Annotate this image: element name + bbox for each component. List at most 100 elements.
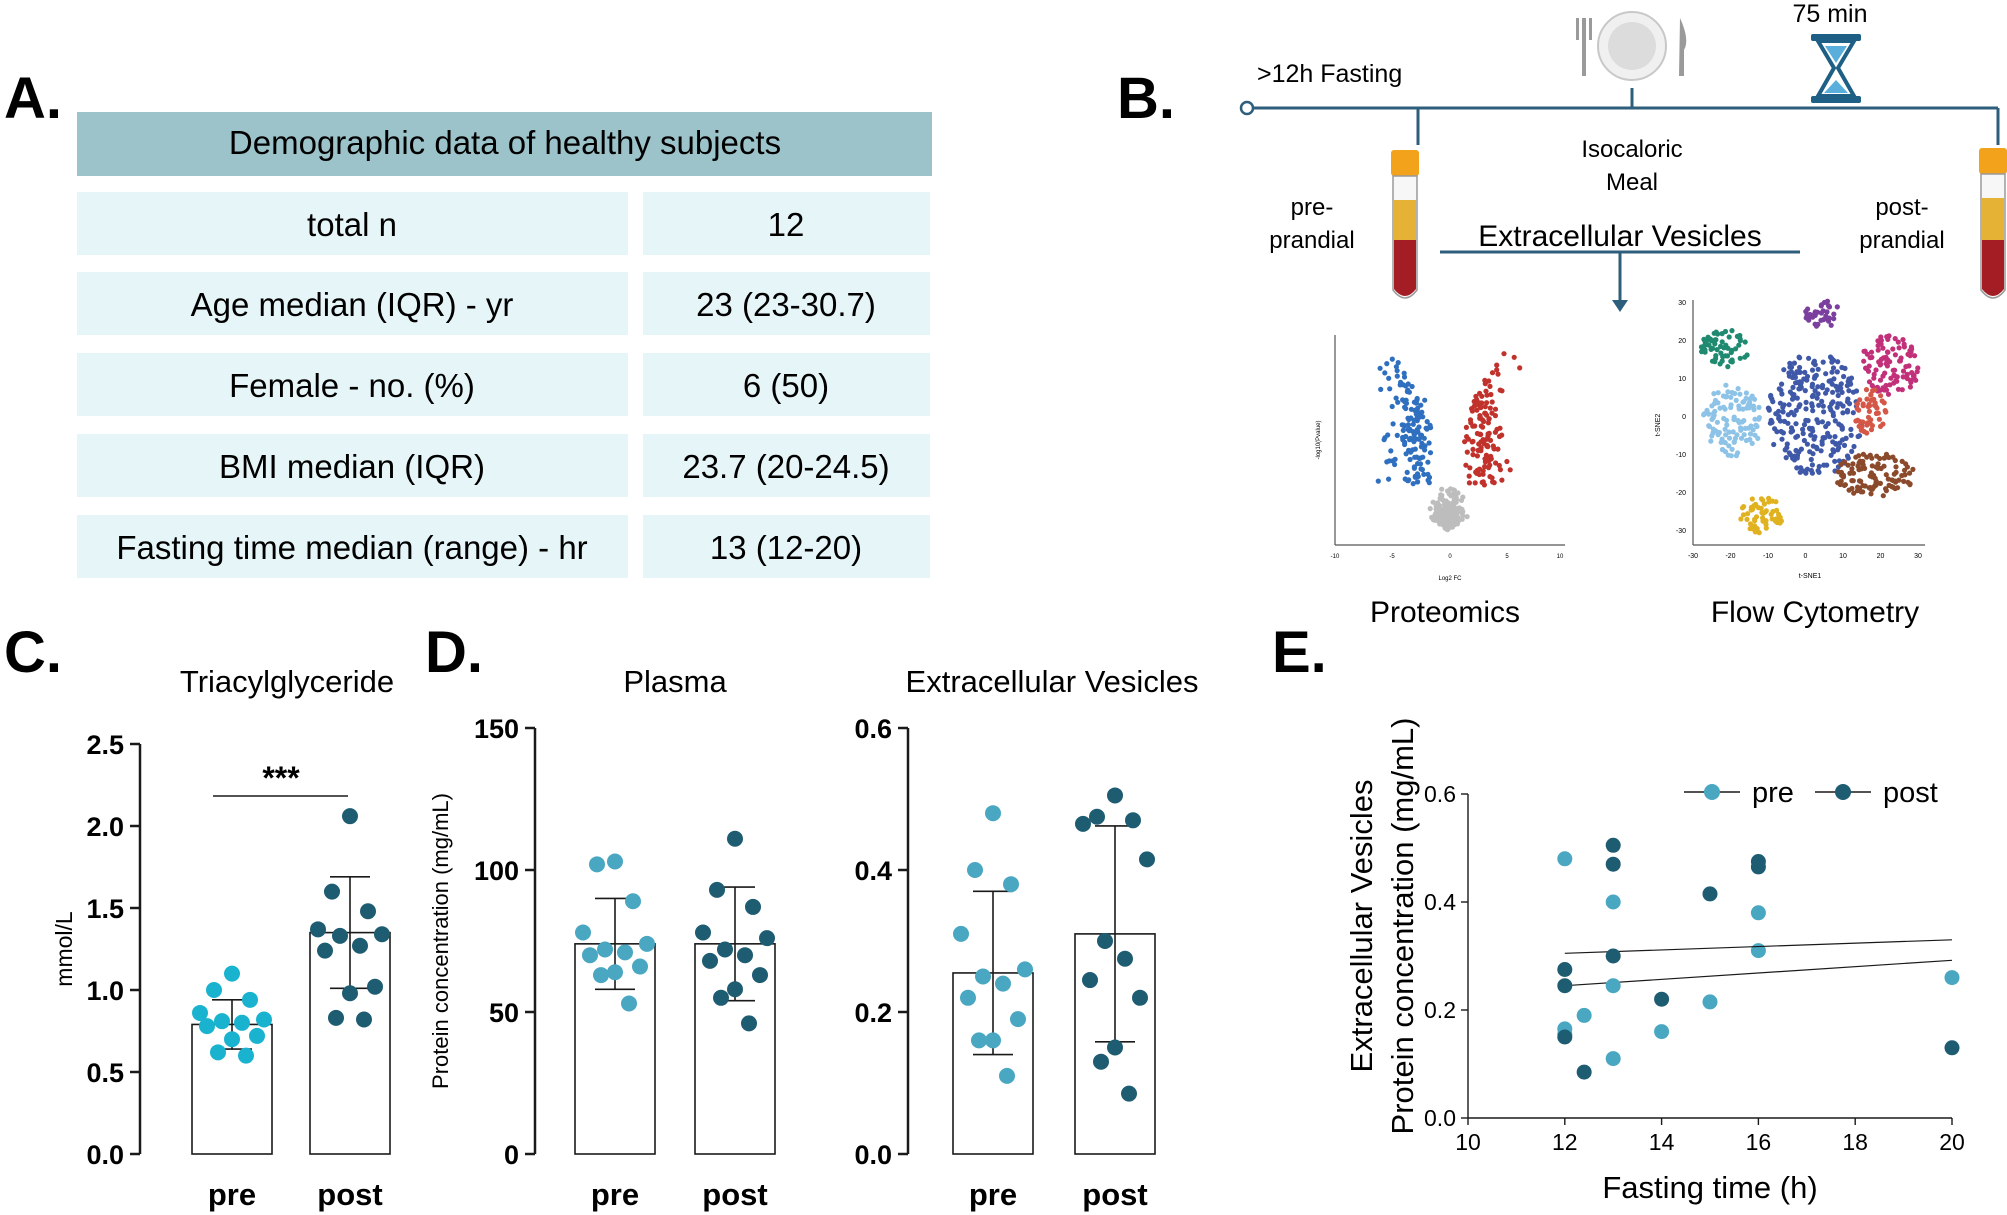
data-point-pre — [975, 968, 991, 985]
chart-title: Plasma — [623, 664, 727, 699]
tsne-point — [1892, 336, 1898, 342]
proteomics-label: Proteomics — [1370, 596, 1520, 629]
volcano-point — [1517, 365, 1523, 371]
volcano-point — [1494, 362, 1500, 368]
volcano-point — [1394, 373, 1400, 379]
data-point-pre — [224, 1031, 240, 1048]
tsne-point — [1863, 387, 1870, 393]
data-point-pre — [607, 964, 623, 981]
volcano-point — [1474, 407, 1480, 413]
table-row-value: 23 (23-30.7) — [696, 286, 876, 323]
tsne-point — [1810, 443, 1816, 449]
volcano-point — [1473, 393, 1479, 399]
y-tick-label: 0.4 — [1424, 889, 1456, 915]
volcano-point — [1439, 486, 1445, 492]
tsne-point — [1793, 407, 1799, 413]
tsne-point — [1901, 344, 1907, 350]
data-point-post — [695, 924, 711, 941]
tsne-point — [1793, 421, 1799, 427]
x-category-label: pre — [969, 1177, 1017, 1212]
tsne-point — [1869, 463, 1875, 469]
panel-c-label: C. — [4, 620, 62, 685]
tsne-point — [1826, 378, 1832, 384]
tsne-point — [1900, 368, 1907, 374]
tsne-point — [1819, 441, 1825, 447]
volcano-point — [1402, 383, 1409, 389]
tsne-point — [1809, 462, 1815, 468]
tsne-point — [1715, 390, 1721, 396]
volcano-point — [1385, 432, 1391, 438]
tsne-point — [1876, 416, 1882, 422]
volcano-point — [1402, 404, 1408, 410]
tsne-point — [1829, 369, 1835, 375]
tsne-point — [1712, 397, 1719, 404]
tsne-point — [1873, 367, 1879, 373]
scatter-point-post — [1576, 1064, 1592, 1080]
tsne-point — [1779, 436, 1785, 442]
tsne-point — [1834, 404, 1840, 410]
tsne-point — [1723, 432, 1729, 438]
tsne-point — [1747, 521, 1754, 527]
tsne-point — [1796, 404, 1802, 410]
volcano-point — [1486, 465, 1492, 471]
data-point-post — [1093, 1053, 1109, 1070]
tsne-point — [1887, 382, 1893, 388]
tsne-point — [1768, 394, 1774, 400]
data-point-post — [1107, 1039, 1123, 1056]
data-point-post — [360, 903, 376, 920]
tsne-point — [1861, 348, 1867, 354]
tsne-point — [1814, 395, 1820, 401]
tsne-point — [1788, 409, 1794, 415]
y-tick-label: 50 — [489, 998, 519, 1028]
data-point-pre — [582, 947, 598, 964]
data-point-post — [713, 989, 729, 1006]
tsne-point — [1756, 415, 1762, 421]
volcano-point — [1466, 473, 1472, 479]
tsne-point — [1728, 402, 1734, 408]
tsne-point — [1803, 315, 1809, 321]
volcano-point — [1472, 480, 1478, 486]
volcano-point — [1384, 459, 1390, 465]
post-prandial-label-line2: prandial — [1859, 227, 1944, 254]
volcano-point — [1493, 460, 1499, 466]
y-tick-label: 0.4 — [854, 856, 892, 886]
meal-label-line1: Isocaloric — [1581, 136, 1682, 163]
x-tick-label: 20 — [1939, 1129, 1965, 1155]
tsne-point — [1844, 453, 1851, 459]
volcano-point — [1421, 435, 1427, 441]
tsne-point — [1770, 399, 1776, 405]
volcano-point — [1413, 400, 1419, 406]
data-point-pre — [249, 1027, 265, 1044]
volcano-point — [1460, 513, 1466, 519]
tsne-point — [1899, 387, 1905, 393]
tsne-point — [1712, 359, 1718, 365]
tsne-point — [1814, 417, 1820, 423]
tsne-point — [1791, 360, 1797, 366]
tsne-point — [1861, 358, 1867, 364]
fasting-label: >12h Fasting — [1257, 60, 1402, 88]
volcano-point — [1412, 446, 1418, 452]
volcano-point — [1477, 414, 1483, 420]
pre-prandial-label-line1: pre- — [1291, 194, 1334, 221]
volcano-point — [1463, 462, 1469, 468]
tsne-point — [1883, 488, 1889, 494]
tsne-point — [1776, 413, 1782, 420]
tsne-point — [1912, 353, 1918, 359]
tsne-point — [1718, 350, 1724, 356]
data-point-pre — [210, 1044, 226, 1061]
table-row-label: Fasting time median (range) - hr — [116, 529, 587, 566]
volcano-point — [1402, 441, 1408, 448]
volcano-point — [1389, 356, 1395, 362]
tsne-point — [1840, 403, 1846, 409]
y-tick-label: 1.0 — [86, 976, 124, 1006]
tsne-point — [1747, 436, 1753, 443]
data-point-pre — [607, 853, 623, 870]
tsne-point — [1815, 321, 1821, 327]
tsne-point — [1797, 364, 1803, 371]
tsne-point — [1723, 382, 1729, 388]
tsne-point — [1784, 445, 1790, 451]
tsne-point — [1809, 393, 1815, 400]
volcano-point — [1484, 456, 1490, 462]
tsne-point — [1703, 338, 1709, 344]
volcano-point — [1378, 386, 1384, 392]
